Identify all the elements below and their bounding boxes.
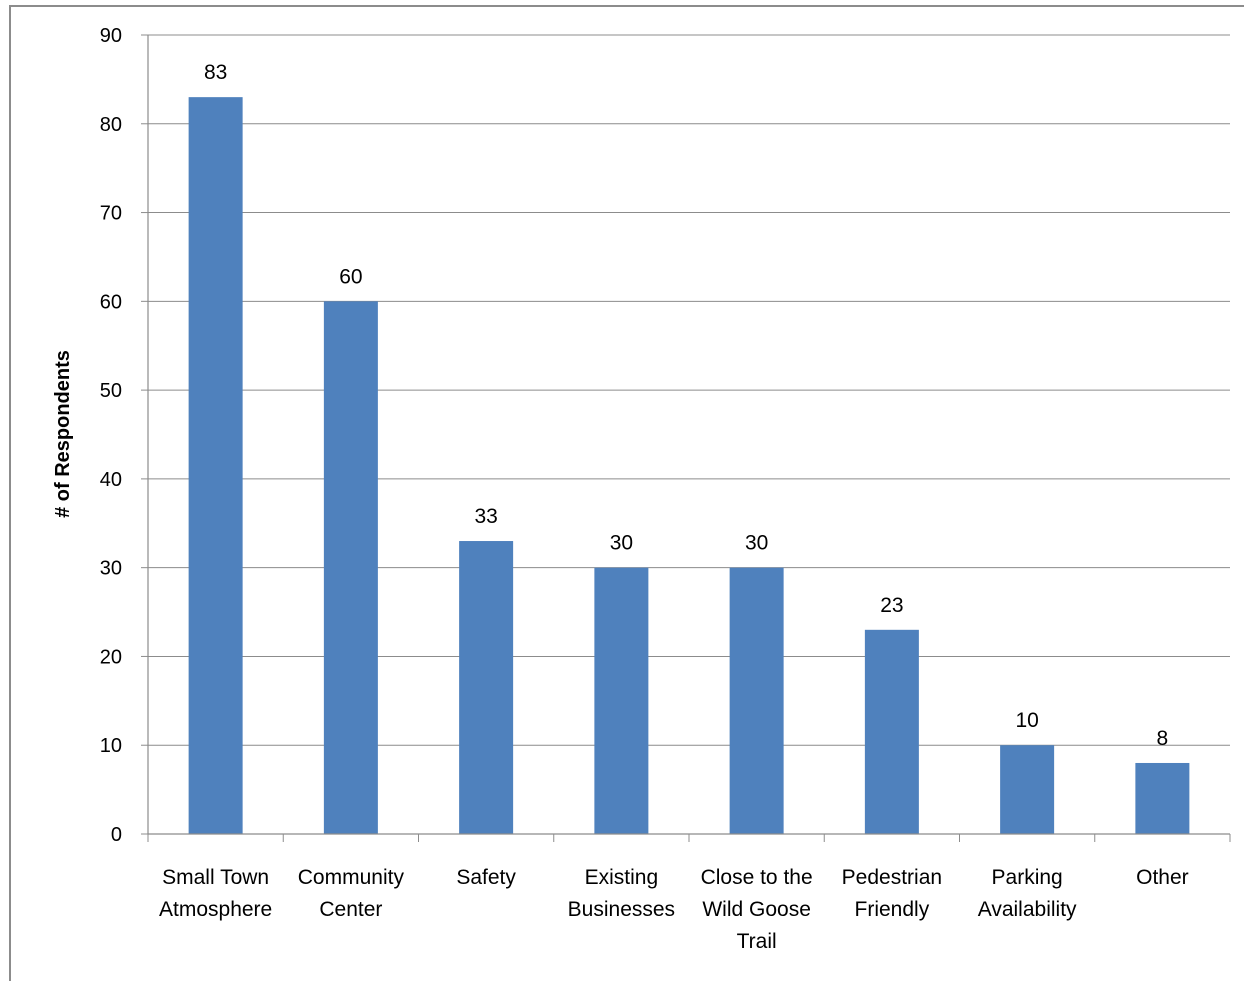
y-tick-labels: 0 10 20 30 40 50 60 70 80 90: [100, 25, 122, 846]
x-tick-label-line: Existing: [585, 866, 659, 889]
data-label: 83: [204, 61, 227, 84]
data-label: 60: [339, 265, 362, 288]
x-tick-label-line: Center: [319, 898, 382, 921]
bar: [1135, 762, 1190, 834]
bar: [1000, 745, 1055, 834]
x-tick-label: Community Center: [298, 866, 405, 921]
y-tick-label: 90: [100, 25, 122, 47]
data-label: 30: [610, 532, 633, 555]
x-tick-label: Existing Businesses: [568, 866, 675, 921]
y-tick-label: 20: [100, 646, 122, 668]
x-tick-label-line: Businesses: [568, 898, 675, 921]
bar: [729, 567, 784, 834]
y-tick-label: 70: [100, 203, 122, 225]
bar: [188, 97, 243, 834]
x-tick-labels: Small Town Atmosphere Community Center Safet…: [159, 866, 1189, 953]
x-tick-label-line: Availability: [978, 898, 1077, 921]
y-axis-title: # of Respondents: [52, 350, 74, 518]
x-tick-label-line: Other: [1136, 866, 1189, 889]
data-label: 30: [745, 532, 768, 555]
bars: [188, 97, 1190, 834]
x-tick-label-line: Trail: [737, 930, 777, 953]
y-tick-label: 80: [100, 114, 122, 136]
x-tick-label-line: Atmosphere: [159, 898, 272, 921]
y-tick-label: 60: [100, 291, 122, 313]
data-labels: 83 60 33 30 30 23 10 8: [204, 61, 1168, 750]
bar: [323, 301, 378, 834]
x-tick-label-line: Community: [298, 866, 405, 889]
y-tick-label: 10: [100, 735, 122, 757]
y-tick-label: 50: [100, 380, 122, 402]
bar: [459, 541, 514, 834]
data-label: 33: [474, 505, 497, 528]
data-label: 23: [880, 594, 903, 617]
gridlines: [148, 34, 1230, 746]
x-tick-label: Parking Availability: [978, 866, 1077, 921]
bar: [594, 567, 649, 834]
x-tick-label: Safety: [456, 866, 516, 889]
x-tick-label-line: Small Town: [162, 866, 269, 889]
x-tick-label-line: Wild Goose: [702, 898, 811, 921]
x-tick-label: Small Town Atmosphere: [159, 866, 272, 921]
y-tick-label: 40: [100, 469, 122, 491]
data-label: 8: [1157, 727, 1169, 750]
x-tick-label: Pedestrian Friendly: [842, 866, 942, 921]
chart-frame: [9, 5, 1244, 981]
y-tick-label: 0: [111, 824, 122, 846]
x-tick-label-line: Parking: [992, 866, 1063, 889]
x-tick-label: Other: [1136, 866, 1189, 889]
x-tick-label: Close to the Wild Goose Trail: [701, 866, 813, 953]
axes: [141, 34, 1231, 842]
bar: [864, 629, 919, 834]
x-tick-label-line: Safety: [456, 866, 516, 889]
x-tick-label-line: Close to the: [701, 866, 813, 889]
y-tick-label: 30: [100, 558, 122, 580]
x-tick-label-line: Friendly: [855, 898, 930, 921]
data-label: 10: [1015, 709, 1038, 732]
x-tick-label-line: Pedestrian: [842, 866, 942, 889]
